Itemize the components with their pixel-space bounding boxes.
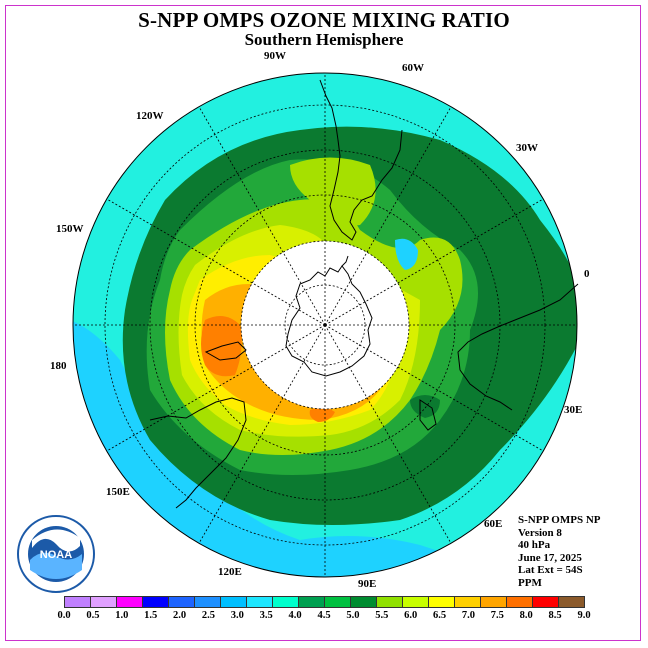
antarctic-peninsula [341,255,349,267]
colorbar-swatch [454,596,481,608]
info-date: June 17, 2025 [518,551,582,564]
info-lat-extent: Lat Ext = 54S [518,564,583,576]
colorbar-tick-label: 1.5 [144,610,158,621]
colorbar-tick-label: 1.0 [115,610,129,621]
meridian-line [324,106,452,326]
colorbar-tick-label: 0.5 [86,610,100,621]
colorbar-swatch [532,596,559,608]
colorbar-swatch [376,596,403,608]
meridian-line [324,198,544,326]
colorbar-swatch [194,596,221,608]
colorbar-tick-label: 7.0 [461,610,475,621]
map-title: S-NPP OMPS OZONE MIXING RATIO [138,8,510,32]
antarctica-coast [285,265,373,377]
meridian-line [324,324,544,452]
latitude-circle [240,240,410,410]
colorbar-swatch [64,596,91,608]
colorbar-tick-label: 7.5 [490,610,504,621]
colorbar-swatch [298,596,325,608]
coastlines [149,79,579,509]
meridian-line [198,106,326,326]
meridian-line [324,324,452,544]
colorbar-swatch [246,596,273,608]
lon-label-60e: 60E [484,518,503,530]
colorbar-tick-label: 5.0 [346,610,360,621]
lon-label-120e: 120E [218,566,242,578]
colorbar-tick-label: 2.5 [201,610,215,621]
graticule [72,72,578,578]
south-america-coast [319,79,403,241]
colorbar-swatch [220,596,247,608]
meridian-line [106,198,326,326]
colorbar-swatch [168,596,195,608]
colorbar-swatch [350,596,377,608]
map-subtitle: Southern Hemisphere [244,30,404,49]
colorbar-swatch [506,596,533,608]
colorbar-tick-label: 3.5 [259,610,273,621]
product-info: S-NPP OMPS NP Version 8 40 hPa June 17, … [518,514,601,589]
colorbar-tick-label: 8.0 [519,610,533,621]
meridian-line [198,324,326,544]
colorbar-swatch [480,596,507,608]
lon-label-180: 180 [50,360,67,372]
colorbar-swatch [142,596,169,608]
noaa-logo: NOAA [17,515,95,593]
lon-label-30e: 30E [564,404,583,416]
lon-label-150e: 150E [106,486,130,498]
madagascar [419,399,437,431]
colorbar-swatch [272,596,299,608]
colorbar-tick-label: 4.0 [288,610,302,621]
colorbar-tick-label: 9.0 [577,610,591,621]
latitude-circle [194,194,456,456]
lon-label-120w: 120W [136,110,164,122]
colorbar-swatch [90,596,117,608]
latitude-circle [284,284,366,366]
colorbar-tick-label: 5.5 [375,610,389,621]
field-darkorange-south [309,407,335,422]
latitude-circle [149,149,501,501]
map-boundary [72,72,578,578]
lon-label-150w: 150W [56,223,84,235]
logo-text: NOAA [40,549,72,561]
colorbar-ticks: 0.0 0.5 1.0 1.5 2.0 2.5 3.0 3.5 4.0 4.5 5.0 5.5 6.0 6… [54,610,594,624]
field-lightblue-patch [395,238,418,270]
colorbar-swatch [558,596,585,608]
colorbar-tick-label: 2.0 [172,610,187,621]
lon-label-30w: 30W [516,142,538,154]
field-darkgreen-east [410,395,440,418]
new-zealand [204,341,247,361]
lon-label-90e: 90E [358,578,377,590]
info-version: Version 8 [518,526,562,539]
colorbar-swatch [324,596,351,608]
colorbar-swatch [428,596,455,608]
lon-label-60w: 60W [402,62,424,74]
lon-label-90w: 90W [264,50,286,62]
colorbar-swatch [402,596,429,608]
australia-coast [149,397,247,509]
africa-coast [457,283,579,411]
latitude-circle [104,104,546,546]
colorbar-tick-label: 3.0 [230,610,244,621]
colorbar [64,596,585,608]
colorbar-tick-label: 8.5 [548,610,562,621]
info-units: PPM [518,576,542,589]
lon-label-0: 0 [584,268,590,280]
meridian-line [106,324,326,452]
info-product: S-NPP OMPS NP [518,514,601,526]
info-level: 40 hPa [518,539,551,551]
figure-frame [5,5,641,641]
colorbar-tick-label: 6.5 [432,610,447,621]
colorbar-tick-label: 0.0 [57,610,71,621]
field-lime-north [290,157,376,226]
colorbar-tick-label: 4.5 [317,610,331,621]
colorbar-swatch [116,596,143,608]
colorbar-tick-label: 6.0 [404,610,418,621]
